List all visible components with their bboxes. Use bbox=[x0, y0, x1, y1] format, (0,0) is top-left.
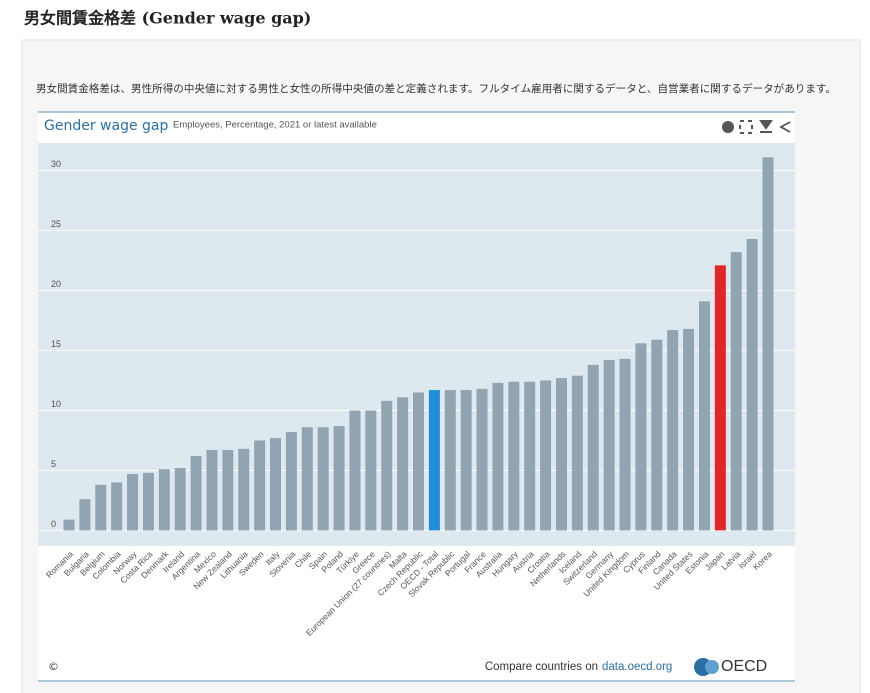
bar bbox=[555, 378, 567, 531]
bar bbox=[254, 440, 266, 531]
y-tick-label: 10 bbox=[51, 399, 61, 409]
bar bbox=[444, 390, 456, 531]
bar bbox=[190, 456, 202, 531]
plot: 051015202530RomaniaBulgariaBelgiumColomb… bbox=[38, 157, 795, 638]
copyright: © bbox=[48, 660, 59, 673]
bar bbox=[683, 328, 695, 531]
y-tick-label: 15 bbox=[51, 339, 61, 349]
chart-subtitle: Employees, Percentage, 2021 or latest av… bbox=[173, 120, 377, 131]
y-tick-label: 30 bbox=[51, 159, 61, 169]
description: 男女間賃金格差は、男性所得の中央値に対する男性と女性の所得中央値の差と定義されま… bbox=[36, 82, 836, 95]
bar bbox=[428, 390, 440, 531]
bar bbox=[349, 410, 361, 531]
chart-title: Gender wage gap bbox=[44, 118, 168, 134]
y-tick-label: 20 bbox=[51, 279, 61, 289]
bar bbox=[492, 382, 504, 531]
y-tick-label: 5 bbox=[51, 459, 56, 469]
bar bbox=[571, 375, 583, 531]
bar bbox=[79, 499, 91, 531]
bar bbox=[476, 388, 488, 531]
bar bbox=[317, 427, 329, 531]
bar bbox=[365, 410, 377, 531]
bar bbox=[714, 265, 726, 531]
bar bbox=[270, 438, 282, 531]
bar bbox=[762, 157, 774, 531]
y-tick-label: 0 bbox=[51, 519, 56, 529]
y-tick-label: 25 bbox=[51, 219, 61, 229]
share-icon[interactable] bbox=[779, 121, 791, 133]
page-title: 男女間賃金格差 (Gender wage gap) bbox=[24, 9, 311, 28]
bar bbox=[635, 343, 647, 531]
bar bbox=[95, 484, 107, 531]
bar bbox=[619, 358, 631, 531]
bar bbox=[63, 519, 75, 531]
oecd-link[interactable]: data.oecd.org bbox=[602, 661, 672, 673]
bar bbox=[142, 472, 154, 531]
bar bbox=[333, 426, 345, 531]
bar bbox=[413, 392, 424, 531]
logo-text: OECD bbox=[721, 658, 767, 675]
bar bbox=[540, 380, 552, 531]
bar bbox=[524, 381, 536, 531]
bar bbox=[603, 360, 615, 531]
fullscreen-icon[interactable] bbox=[739, 120, 753, 134]
bar bbox=[397, 397, 409, 531]
bar bbox=[111, 482, 123, 531]
bar bbox=[587, 364, 599, 531]
bar bbox=[285, 432, 297, 531]
bar bbox=[174, 468, 186, 531]
bar bbox=[746, 238, 758, 531]
bar bbox=[730, 252, 742, 531]
info-icon[interactable] bbox=[722, 121, 734, 133]
toolbar bbox=[722, 120, 791, 134]
bar bbox=[238, 448, 250, 531]
bar bbox=[651, 339, 663, 531]
bar bbox=[222, 450, 234, 531]
logo-globe-2 bbox=[705, 660, 719, 674]
bar bbox=[698, 301, 710, 531]
bar bbox=[206, 450, 218, 531]
download-icon[interactable] bbox=[759, 120, 773, 133]
bar bbox=[301, 427, 313, 531]
bar bbox=[127, 474, 139, 531]
bar bbox=[381, 400, 393, 531]
bar bbox=[667, 330, 679, 531]
bar bbox=[158, 469, 170, 531]
bar bbox=[508, 381, 520, 531]
bar bbox=[460, 390, 472, 531]
compare-text: Compare countries on bbox=[485, 661, 598, 673]
